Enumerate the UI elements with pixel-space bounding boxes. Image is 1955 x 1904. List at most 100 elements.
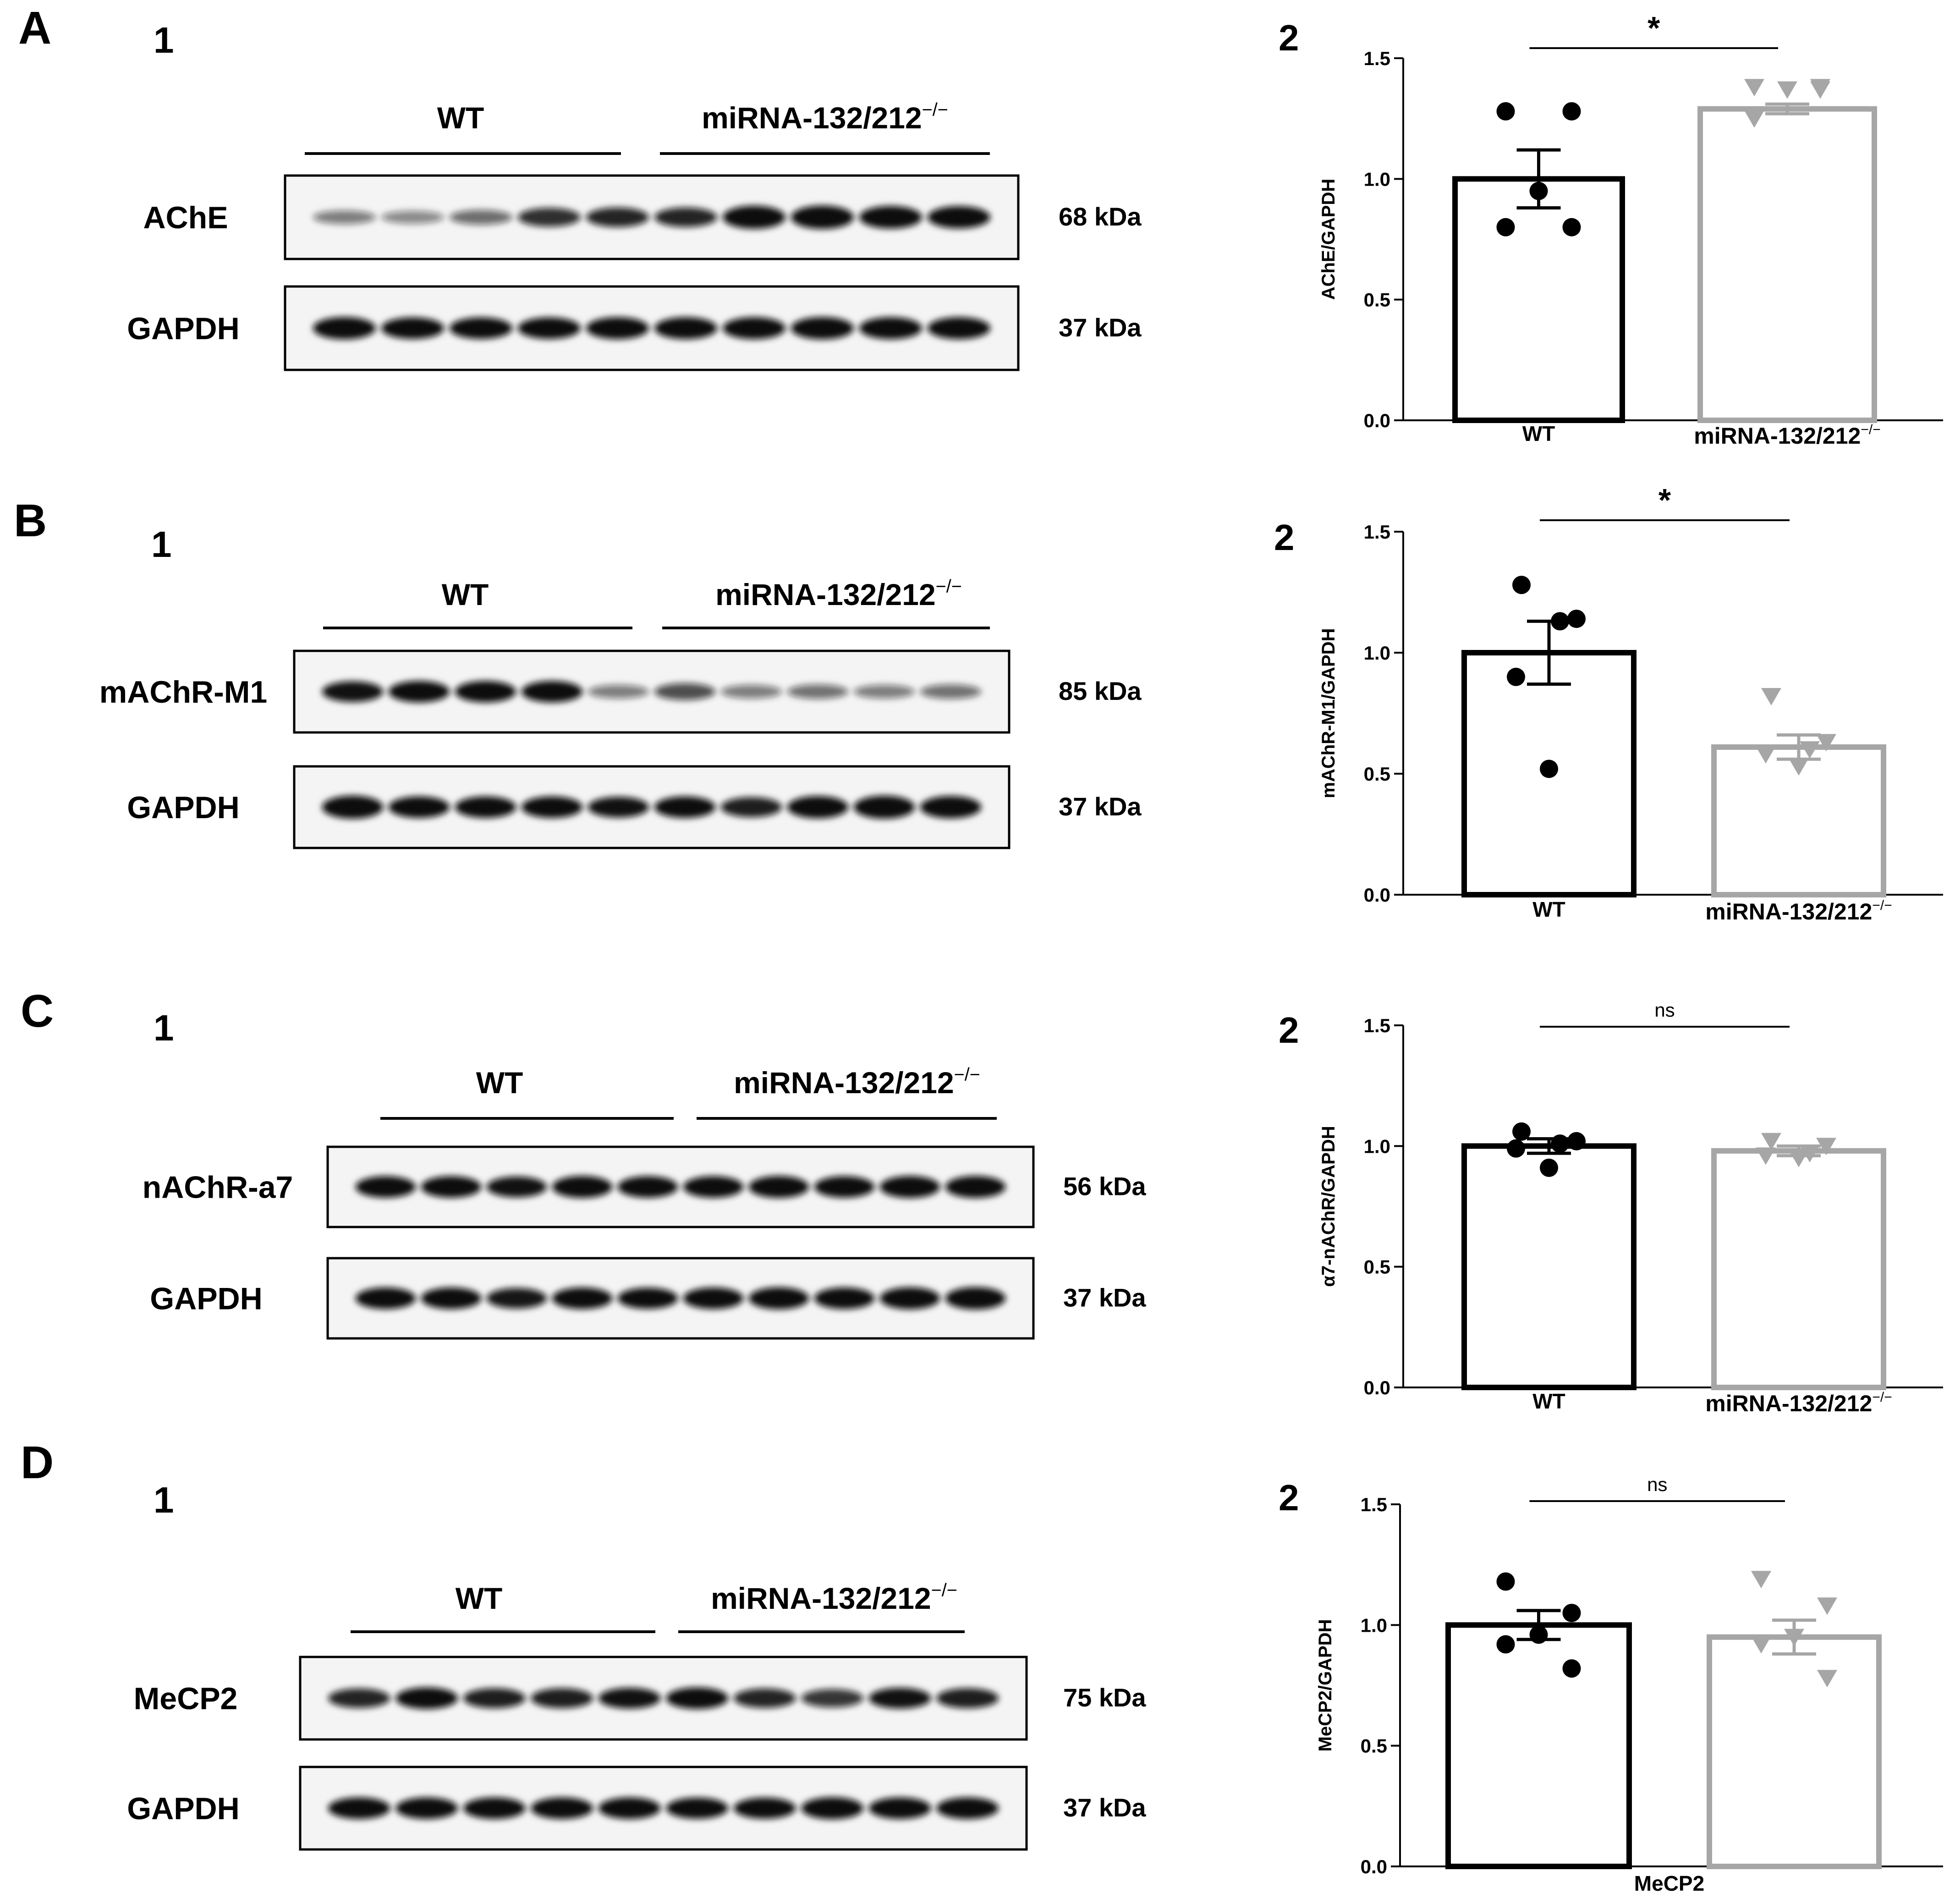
band-lane: [748, 1176, 809, 1198]
band-lane: [666, 1687, 729, 1709]
data-point: [1751, 1636, 1771, 1654]
band-lane: [617, 1176, 678, 1198]
y-tick-label: 1.5: [1361, 1494, 1387, 1515]
data-point: [1496, 1572, 1515, 1591]
group-label-ko: miRNA-132/212−/−: [715, 576, 962, 611]
band-lane: [486, 1288, 547, 1309]
data-point: [1816, 1138, 1836, 1156]
data-point: [1551, 612, 1569, 631]
panel-letter: A: [18, 2, 51, 54]
band-lane: [722, 317, 786, 339]
band-lane: [421, 1176, 482, 1198]
group-label-ko-superscript: −/−: [936, 576, 962, 596]
band-size-label: 37 kDa: [1059, 792, 1142, 821]
x-category-label: miRNA-132/212−/−: [1694, 422, 1880, 449]
panel-b-blot: B 1 WT miRNA-132/212−/− mAChR-M1 85 kDa GAPDH 3…: [14, 495, 1142, 849]
band-lane: [733, 1798, 796, 1819]
band-lane: [879, 1176, 940, 1198]
data-point: [1567, 610, 1586, 628]
data-point: [1562, 1659, 1581, 1678]
data-point: [1800, 741, 1820, 759]
blot-strip-mecp2: MeCP2 75 kDa: [134, 1656, 1146, 1741]
band-lane: [654, 207, 718, 227]
data-point: [1512, 1122, 1531, 1141]
data-point: [1777, 81, 1797, 99]
band-lane: [486, 1176, 547, 1198]
band-lane: [552, 1288, 613, 1309]
y-tick-label: 0.0: [1364, 884, 1390, 906]
data-point: [1540, 1158, 1558, 1177]
group-label-wt: WT: [456, 1581, 503, 1615]
band-lane: [552, 1176, 613, 1198]
band-lane: [814, 1176, 875, 1198]
significance-label: *: [1647, 10, 1660, 46]
band-lane: [748, 1287, 809, 1310]
y-tick-label: 0.0: [1364, 1377, 1390, 1398]
band-lane: [859, 206, 923, 229]
y-tick-label: 0.5: [1361, 1735, 1387, 1757]
data-point: [1816, 734, 1836, 752]
data-point: [1744, 110, 1764, 128]
bar: [1707, 1634, 1882, 1870]
band-lanes: [322, 795, 982, 819]
band-lane: [355, 1288, 416, 1309]
band-lane: [868, 1797, 931, 1819]
band-lane: [920, 684, 982, 699]
bar: [1697, 106, 1877, 424]
band-lane: [463, 1797, 526, 1819]
band-lane: [814, 1288, 875, 1309]
y-tick-label: 1.0: [1364, 642, 1390, 664]
panel-d-blot: D 1 WT miRNA-132/212−/− MeCP2 75 kDa GAPDH 37 k…: [21, 1437, 1146, 1851]
chart-d: 2 0.0 0.5 1.0 1.5 MeCP2/GAPDH ns MeCP2: [1279, 1474, 1943, 1895]
x-category-label: WT: [1532, 1389, 1565, 1413]
blot-strip-gapdh: GAPDH 37 kDa: [127, 765, 1142, 849]
x-category-label-superscript: −/−: [1872, 1390, 1892, 1405]
x-category-label-text: miRNA-132/212: [1705, 1391, 1872, 1416]
x-category-label: miRNA-132/212−/−: [1705, 898, 1892, 924]
band-lane: [531, 1797, 593, 1819]
band-lane: [787, 796, 849, 819]
data-point: [1540, 759, 1558, 778]
band-lane: [683, 1288, 744, 1309]
band-size-label: 37 kDa: [1059, 313, 1142, 342]
x-category-label-text: miRNA-132/212: [1705, 899, 1872, 924]
y-tick-label: 0.0: [1364, 410, 1390, 431]
group-label-ko-superscript: −/−: [922, 99, 948, 120]
band-lane: [395, 1687, 458, 1709]
x-axis-label: MeCP2: [1634, 1871, 1704, 1895]
band-lane: [313, 317, 376, 340]
group-label-ko: miRNA-132/212−/−: [702, 99, 948, 135]
chart-number: 2: [1279, 1477, 1299, 1518]
y-tick-label: 1.5: [1364, 48, 1390, 69]
band-size-label: 37 kDa: [1063, 1283, 1146, 1312]
data-point: [1810, 81, 1830, 99]
group-label-wt: WT: [442, 578, 489, 611]
band-lane: [395, 1797, 458, 1819]
band-lanes: [313, 317, 991, 340]
chart-number: 2: [1279, 1010, 1299, 1051]
band-lane: [920, 796, 982, 819]
band-lane: [598, 1688, 661, 1709]
blot-strip-gapdh: GAPDH 37 kDa: [150, 1257, 1146, 1340]
chart-c: 2 0.0 0.5 1.0 1.5 α7-nAChR/GAPDH ns WT miRNA-132…: [1279, 999, 1943, 1416]
blot-number: 1: [154, 1480, 174, 1520]
band-lane: [588, 685, 649, 699]
band-label: GAPDH: [127, 1791, 240, 1826]
band-lanes: [355, 1287, 1006, 1310]
band-size-label: 75 kDa: [1063, 1683, 1146, 1712]
bar: [1711, 1148, 1886, 1391]
band-lane: [945, 1176, 1006, 1198]
band-label: MeCP2: [134, 1681, 238, 1716]
y-tick-label: 1.0: [1364, 168, 1390, 190]
group-label-wt: WT: [437, 101, 484, 135]
band-lane: [421, 1288, 482, 1309]
panel-letter: D: [21, 1437, 54, 1488]
data-point: [1744, 79, 1764, 97]
band-lane: [654, 683, 716, 700]
data-point: [1817, 1670, 1837, 1688]
data-point: [1496, 218, 1515, 237]
band-lane: [654, 796, 716, 818]
blot-number: 1: [154, 1007, 174, 1048]
group-label-ko-superscript: −/−: [954, 1064, 980, 1084]
y-tick-label: 1.0: [1364, 1135, 1390, 1157]
